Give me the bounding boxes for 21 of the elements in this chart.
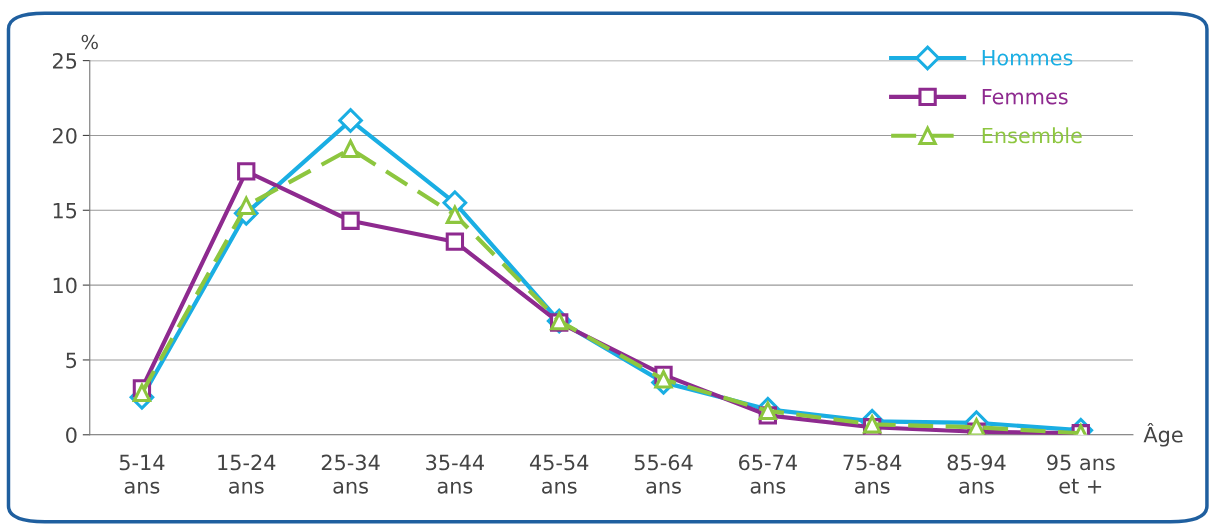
x-tick-label: 25-34 ans — [321, 454, 380, 494]
y-axis-title: % — [81, 34, 98, 50]
y-tick-label: 5 — [66, 352, 77, 369]
y-tick-label: 15 — [53, 203, 77, 219]
x-tick-label: 65-74 ans — [739, 454, 797, 494]
legend-label: Hommes — [982, 50, 1073, 66]
x-tick-label: 45-54 ans — [529, 454, 589, 494]
x-tick-label: 35-44 ans — [426, 454, 484, 494]
x-tick-label: 85-94 ans — [947, 454, 1006, 494]
x-axis-title: Âge — [1143, 422, 1183, 447]
x-tick-label: 75-84 ans — [843, 454, 902, 494]
x-tick-label: 55-64 ans — [634, 454, 693, 494]
y-tick-label: 25 — [52, 53, 77, 69]
y-tick-label: 0 — [66, 427, 77, 443]
legend-label: Ensemble — [982, 127, 1082, 144]
x-tick-label: 95 ans et + — [1047, 454, 1115, 494]
y-tick-label: 20 — [52, 127, 77, 144]
legend-label: Femmes — [982, 88, 1068, 105]
x-tick-label: 5-14 ans — [119, 454, 165, 494]
y-tick-label: 10 — [53, 277, 77, 294]
x-tick-label: 15-24 ans — [218, 454, 276, 494]
